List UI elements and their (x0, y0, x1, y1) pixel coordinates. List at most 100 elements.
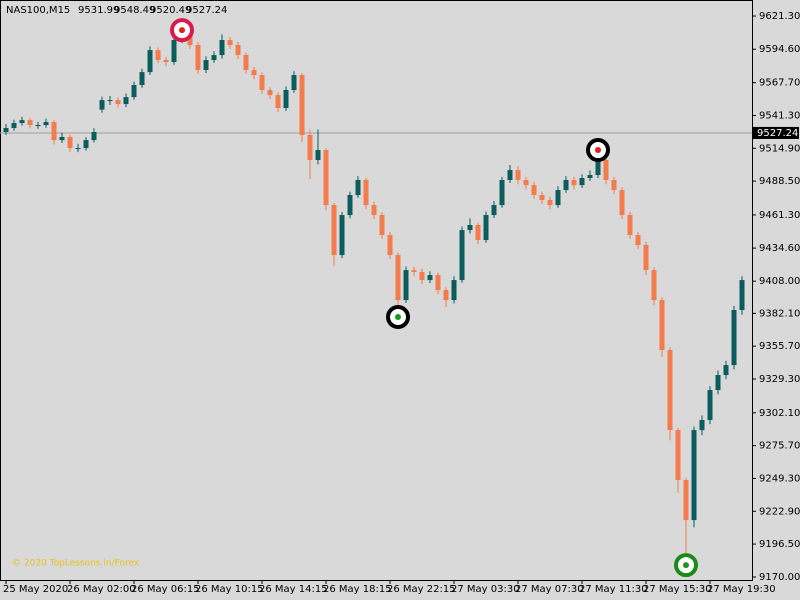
candle-body (515, 170, 521, 180)
y-tick-label: 9408.00 (759, 276, 800, 287)
candle-body (163, 60, 169, 63)
x-tick-label: 26 May 02:00 (67, 584, 136, 595)
candle-body (107, 100, 113, 102)
header-value: 9531.99 (78, 5, 119, 16)
y-tick-label: 9594.60 (759, 44, 800, 55)
candle-body (467, 224, 473, 231)
plot-border (0, 0, 753, 581)
header-value: 9520.49 (150, 5, 191, 16)
signal-dot (683, 562, 689, 569)
candle-body (619, 190, 625, 216)
candle-body (715, 375, 721, 391)
candle-body (387, 235, 393, 256)
candle-body (723, 365, 729, 376)
candle-body (523, 179, 529, 186)
y-tick-label: 9249.30 (759, 473, 800, 484)
signal-dot (395, 313, 401, 320)
candle-body (195, 44, 201, 70)
watermark: © 2020 TopLessons.in/Forex (12, 559, 140, 569)
candle-body (635, 235, 641, 246)
candle-body (67, 136, 73, 149)
candle-body (699, 420, 705, 431)
candle-body (571, 179, 577, 186)
x-tick-label: 26 May 06:15 (131, 584, 200, 595)
candle-body (11, 123, 17, 129)
candle-body (267, 89, 273, 96)
candle-body (219, 40, 225, 56)
candle-body (443, 290, 449, 301)
y-tick-label: 9382.10 (759, 308, 800, 319)
candle-body (35, 125, 41, 127)
y-tick-label: 9222.90 (759, 506, 800, 517)
x-tick-label: 27 May 15:30 (643, 584, 712, 595)
candle-body (667, 350, 673, 431)
candle-body (131, 85, 137, 98)
candle-body (603, 159, 609, 180)
x-tick-label: 26 May 10:15 (195, 584, 264, 595)
y-tick-label: 9488.50 (759, 176, 800, 187)
candle-body (451, 280, 457, 301)
y-tick-label: 9514.90 (759, 143, 800, 154)
candle-body (323, 150, 329, 206)
x-tick-label: 25 May 2020 (3, 584, 68, 595)
candle-body (531, 185, 537, 196)
candle-body (339, 215, 345, 256)
candle-body (211, 55, 217, 61)
candle-body (99, 100, 105, 110)
candle-body (171, 40, 177, 63)
symbol: NAS100,M15 (6, 5, 70, 16)
y-tick-label: 9567.70 (759, 78, 800, 89)
candle-body (307, 134, 313, 160)
candle-body (507, 170, 513, 180)
candle-body (491, 205, 497, 216)
candle-body (371, 205, 377, 216)
candle-body (643, 245, 649, 271)
candle-body (275, 95, 281, 109)
price-label: 9527.24 (757, 128, 798, 139)
candle-body (139, 72, 145, 86)
candle-body (259, 75, 265, 90)
candle-body (203, 60, 209, 70)
candle-body (147, 50, 153, 73)
candle-body (587, 175, 593, 179)
candle-body (83, 140, 89, 149)
candle-body (115, 100, 121, 105)
y-tick-label: 9461.30 (759, 210, 800, 221)
candle-body (459, 230, 465, 281)
x-tick-label: 27 May 11:30 (579, 584, 648, 595)
candle-body (683, 480, 689, 521)
candle-body (627, 215, 633, 236)
candle-body (299, 75, 305, 135)
candle-body (235, 44, 241, 56)
y-tick-label: 9302.10 (759, 408, 800, 419)
y-tick-label: 9170.00 (759, 572, 800, 583)
candle-body (651, 270, 657, 301)
candle-body (395, 255, 401, 301)
candle-body (331, 205, 337, 256)
candle-body (283, 89, 289, 109)
header-value: 9527.24 (186, 5, 227, 16)
candle-body (19, 120, 25, 124)
candle-body (123, 97, 129, 105)
candle-body (499, 179, 505, 206)
candle-body (691, 430, 697, 521)
candle-body (75, 148, 81, 150)
price-label-box (753, 126, 799, 139)
candle-body (363, 179, 369, 206)
candle-body (251, 69, 257, 76)
candle-body (739, 280, 745, 311)
candle-body (403, 270, 409, 301)
y-tick-label: 9275.70 (759, 441, 800, 452)
candle-body (291, 75, 297, 90)
candle-body (355, 179, 361, 196)
candle-body (435, 275, 441, 290)
header-value: 9548.49 (114, 5, 155, 16)
x-tick-label: 27 May 19:30 (707, 584, 776, 595)
candle-body (555, 190, 561, 206)
x-tick-label: 27 May 03:30 (451, 584, 520, 595)
candle-body (731, 310, 737, 366)
signal-dot (179, 27, 185, 34)
y-tick-label: 9541.30 (759, 110, 800, 121)
x-tick-label: 26 May 14:15 (259, 584, 328, 595)
